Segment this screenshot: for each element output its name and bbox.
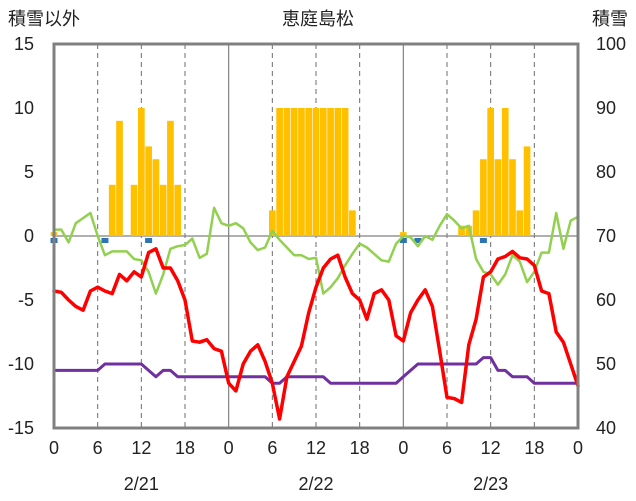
snow-bar xyxy=(509,159,516,236)
snow-bar xyxy=(501,108,509,236)
y-left-tick: 5 xyxy=(24,162,34,182)
x-hour-tick: 6 xyxy=(267,438,277,458)
snow-bar xyxy=(159,184,167,236)
y-left-tick: 10 xyxy=(14,98,34,118)
y-left-label: 積雪以外 xyxy=(8,9,80,29)
snow-bar xyxy=(152,159,160,236)
series-line-red xyxy=(52,247,580,421)
lines xyxy=(52,206,580,421)
snow-bars xyxy=(50,108,531,236)
y-right-label: 積雪 xyxy=(592,9,628,29)
snow-bar xyxy=(130,184,138,236)
x-hour-tick: 18 xyxy=(524,438,544,458)
snow-bar xyxy=(516,210,524,236)
x-hour-tick: 0 xyxy=(573,438,583,458)
x-hour-tick: 12 xyxy=(306,438,326,458)
precip-mark xyxy=(399,238,407,243)
snow-bar xyxy=(268,210,276,236)
snow-bar xyxy=(327,108,334,236)
snow-bar xyxy=(290,108,298,236)
snow-bar xyxy=(458,225,465,236)
x-hour-tick: 18 xyxy=(175,438,195,458)
x-hour-tick: 12 xyxy=(481,438,501,458)
y-left-tick: -15 xyxy=(8,418,34,438)
x-date-label: 2/22 xyxy=(298,474,333,494)
x-hour-tick: 0 xyxy=(49,438,59,458)
snow-bar xyxy=(108,184,116,236)
y-left-tick: 15 xyxy=(14,34,34,54)
y-right-tick: 40 xyxy=(596,418,616,438)
snow-bar xyxy=(334,108,342,236)
snow-bar xyxy=(116,120,123,236)
x-hour-tick: 0 xyxy=(224,438,234,458)
x-hour-tick: 0 xyxy=(398,438,408,458)
y-left-tick: 0 xyxy=(24,226,34,246)
y-right-tick: 90 xyxy=(596,98,616,118)
snow-bar xyxy=(145,146,152,236)
snow-bar xyxy=(137,108,145,236)
snow-bar xyxy=(349,210,356,236)
y-right-tick: 70 xyxy=(596,226,616,246)
snow-bar xyxy=(167,120,174,236)
x-date-label: 2/23 xyxy=(473,474,508,494)
x-hour-tick: 6 xyxy=(442,438,452,458)
snow-bar xyxy=(298,108,305,236)
y-right-tick: 50 xyxy=(596,354,616,374)
snow-bar xyxy=(341,108,349,236)
snow-bar xyxy=(523,146,531,236)
x-hour-tick: 6 xyxy=(93,438,103,458)
y-left-tick: -10 xyxy=(8,354,34,374)
x-date-label: 2/21 xyxy=(124,474,159,494)
snow-bar xyxy=(276,108,283,236)
snow-bar xyxy=(174,184,182,236)
series-line-purple xyxy=(52,356,580,385)
x-hour-tick: 18 xyxy=(350,438,370,458)
chart-title: 恵庭島松 xyxy=(282,9,354,29)
plot-frame xyxy=(52,42,580,430)
snow-bar xyxy=(312,108,320,236)
snow-bar xyxy=(472,210,480,236)
snow-bar xyxy=(399,232,407,236)
snow-bar xyxy=(283,108,291,236)
y-right-tick: 100 xyxy=(596,34,626,54)
y-right-tick: 80 xyxy=(596,162,616,182)
precip-mark xyxy=(479,238,487,243)
precip-mark xyxy=(414,238,422,243)
precip-mark xyxy=(101,238,109,243)
y-right-tick: 60 xyxy=(596,290,616,310)
snow-bar xyxy=(480,159,487,236)
snow-bar xyxy=(305,108,313,236)
precip-mark xyxy=(145,238,153,243)
y-left-tick: -5 xyxy=(18,290,34,310)
snow-bar xyxy=(494,159,502,236)
x-hour-tick: 12 xyxy=(131,438,151,458)
snow-bar xyxy=(487,108,495,236)
snow-bar xyxy=(319,108,327,236)
